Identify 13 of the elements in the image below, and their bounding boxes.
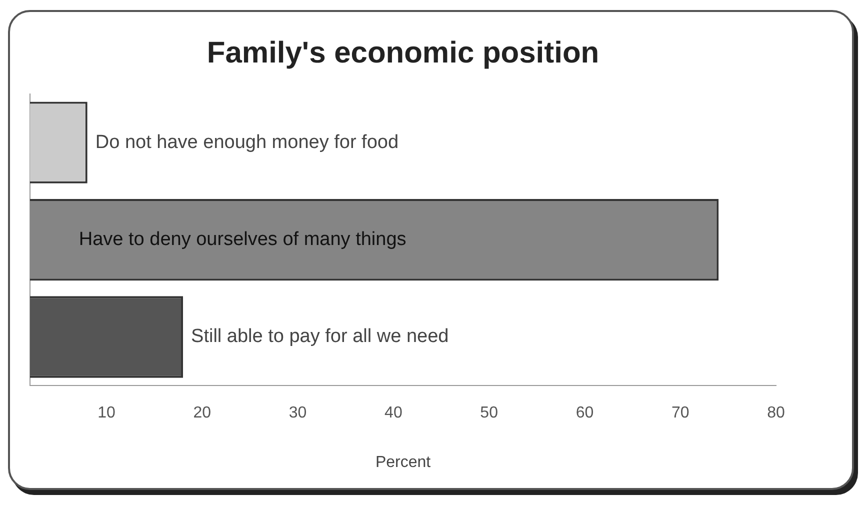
x-tick-label: 70 — [671, 404, 690, 422]
x-axis-title: Percent — [375, 454, 432, 471]
x-tick-label: 30 — [288, 404, 307, 422]
y-tick-label: Still able to pay for all we need — [191, 326, 449, 348]
x-tick-label: 20 — [193, 404, 212, 422]
x-tick-label: 40 — [384, 404, 402, 422]
x-tick-label: 60 — [576, 404, 594, 422]
y-tick-label: Have to deny ourselves of many things — [78, 229, 406, 250]
x-tick-label: 50 — [480, 404, 498, 422]
x-tick-label: 80 — [767, 404, 785, 422]
x-tick-label: 10 — [98, 404, 116, 422]
chart-title: Family's economic position — [206, 36, 600, 70]
y-tick-label: Do not have enough money for food — [95, 132, 399, 153]
